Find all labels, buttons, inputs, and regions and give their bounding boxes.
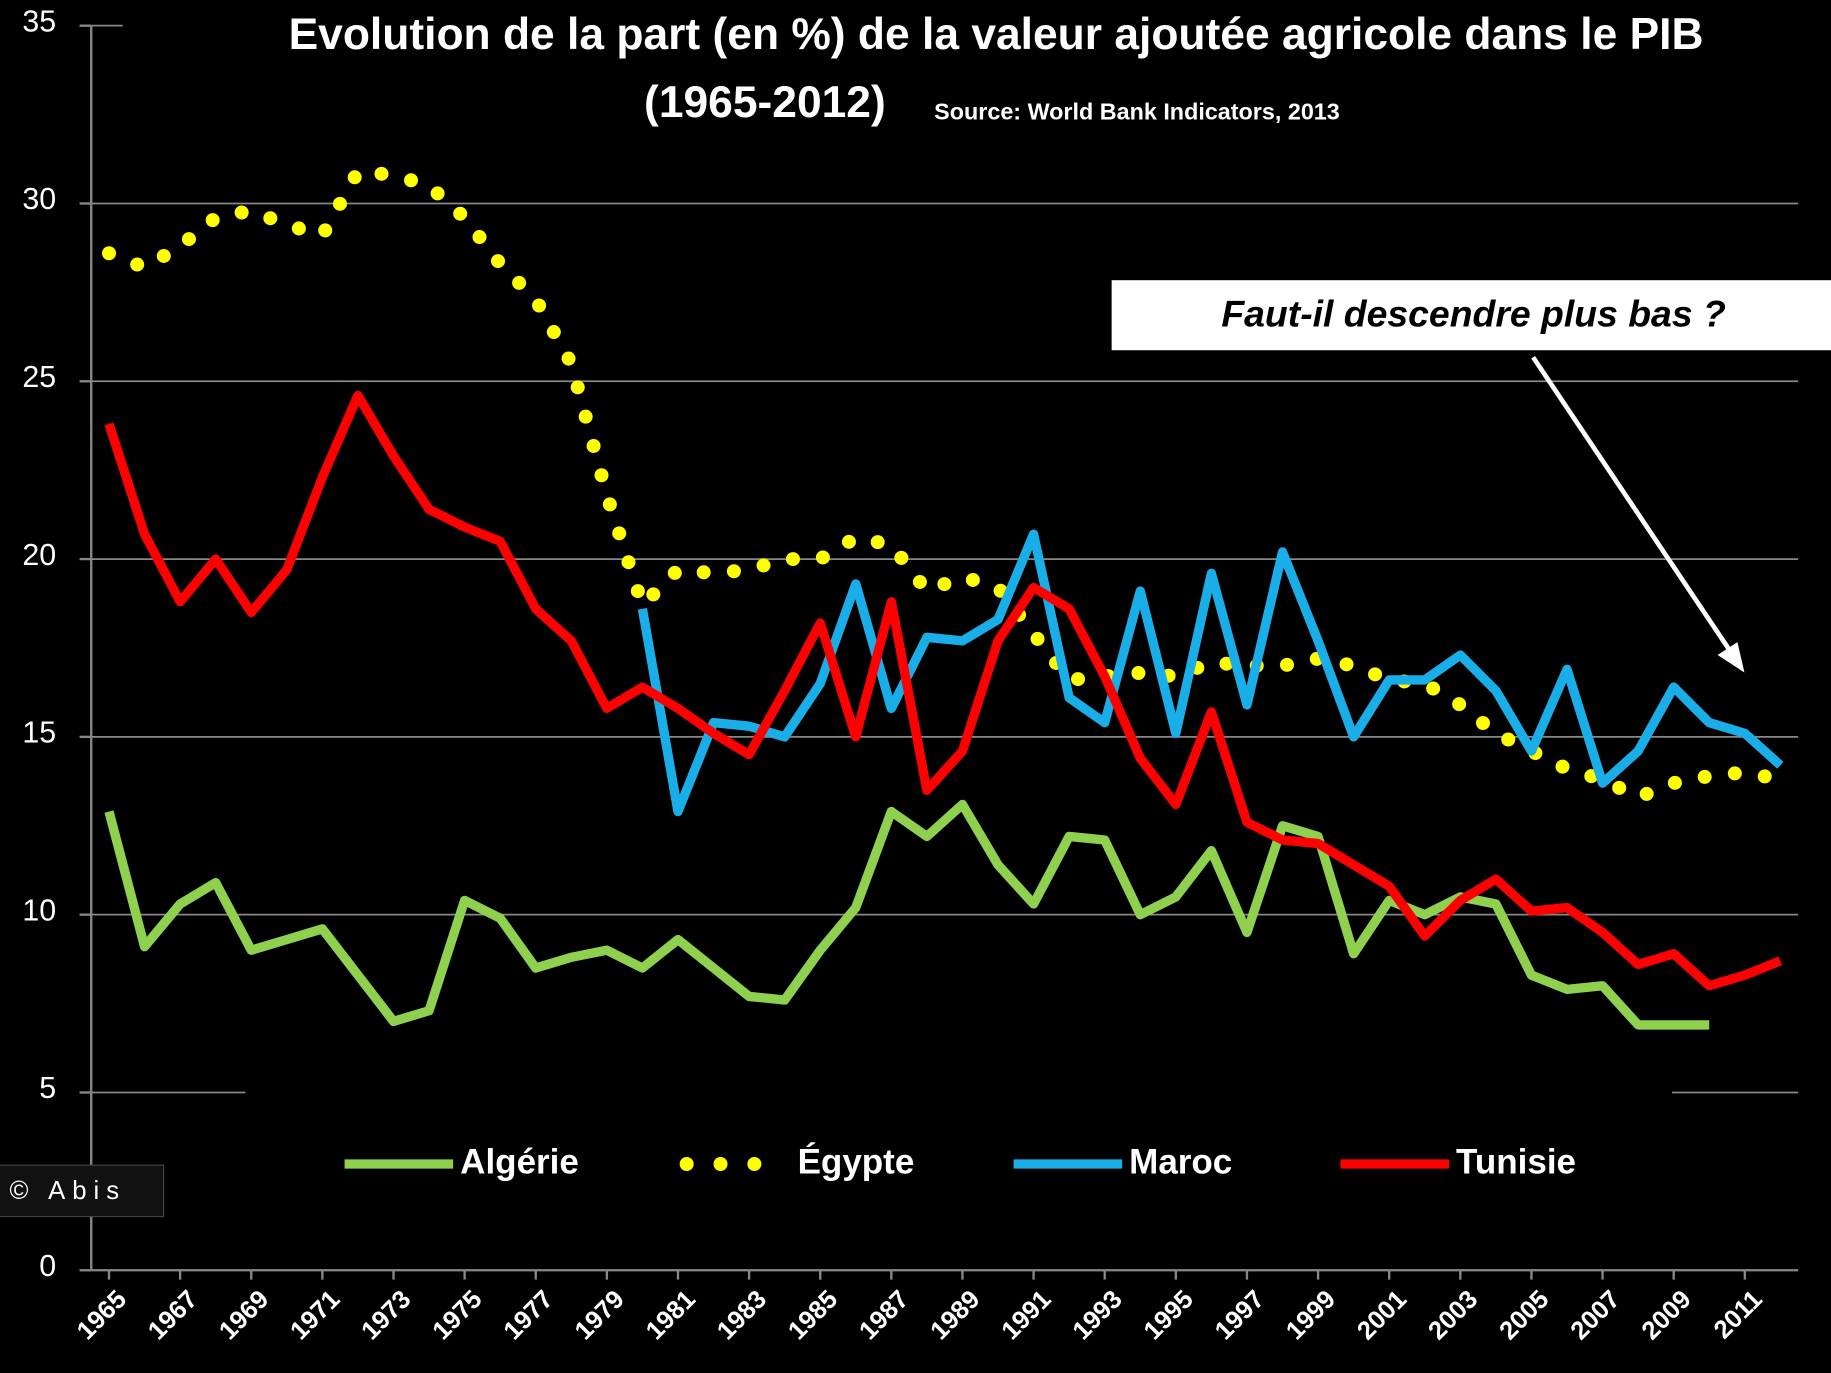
source: Source: World Bank Indicators, 2013: [934, 98, 1340, 124]
y-tick-label: 30: [22, 183, 56, 216]
legend-label: Algérie: [460, 1142, 579, 1181]
y-tick-label: 0: [39, 1250, 56, 1283]
annotation: Faut-il descendre plus bas ?: [1221, 292, 1726, 334]
watermark: © Abis: [10, 1177, 127, 1205]
series-line: [104, 799, 1710, 1030]
chart-title: (1965-2012): [644, 78, 886, 127]
legend-label: Égypte: [798, 1141, 915, 1181]
annotation-arrow: [1531, 355, 1733, 653]
annotation-box: [1111, 280, 1831, 351]
y-tick-label: 25: [22, 361, 56, 394]
legend: Algérie Égypte Maroc Tunisie: [344, 1141, 1576, 1181]
y-tick-label: 20: [22, 539, 56, 572]
chart-title: Evolution de la part (en %) de la valeur…: [289, 10, 1704, 59]
y-tick-label: 35: [22, 5, 56, 38]
legend-label: Maroc: [1129, 1142, 1232, 1181]
series-line: [104, 390, 1783, 991]
legend-label: Tunisie: [1456, 1142, 1576, 1181]
y-tick-label: 5: [39, 1072, 56, 1105]
y-tick-label: 15: [22, 717, 56, 750]
watermark-box: [0, 1164, 165, 1218]
annotation-arrowhead: [1717, 642, 1745, 673]
series-line: [102, 164, 1788, 805]
y-tick-label: 10: [22, 894, 56, 927]
